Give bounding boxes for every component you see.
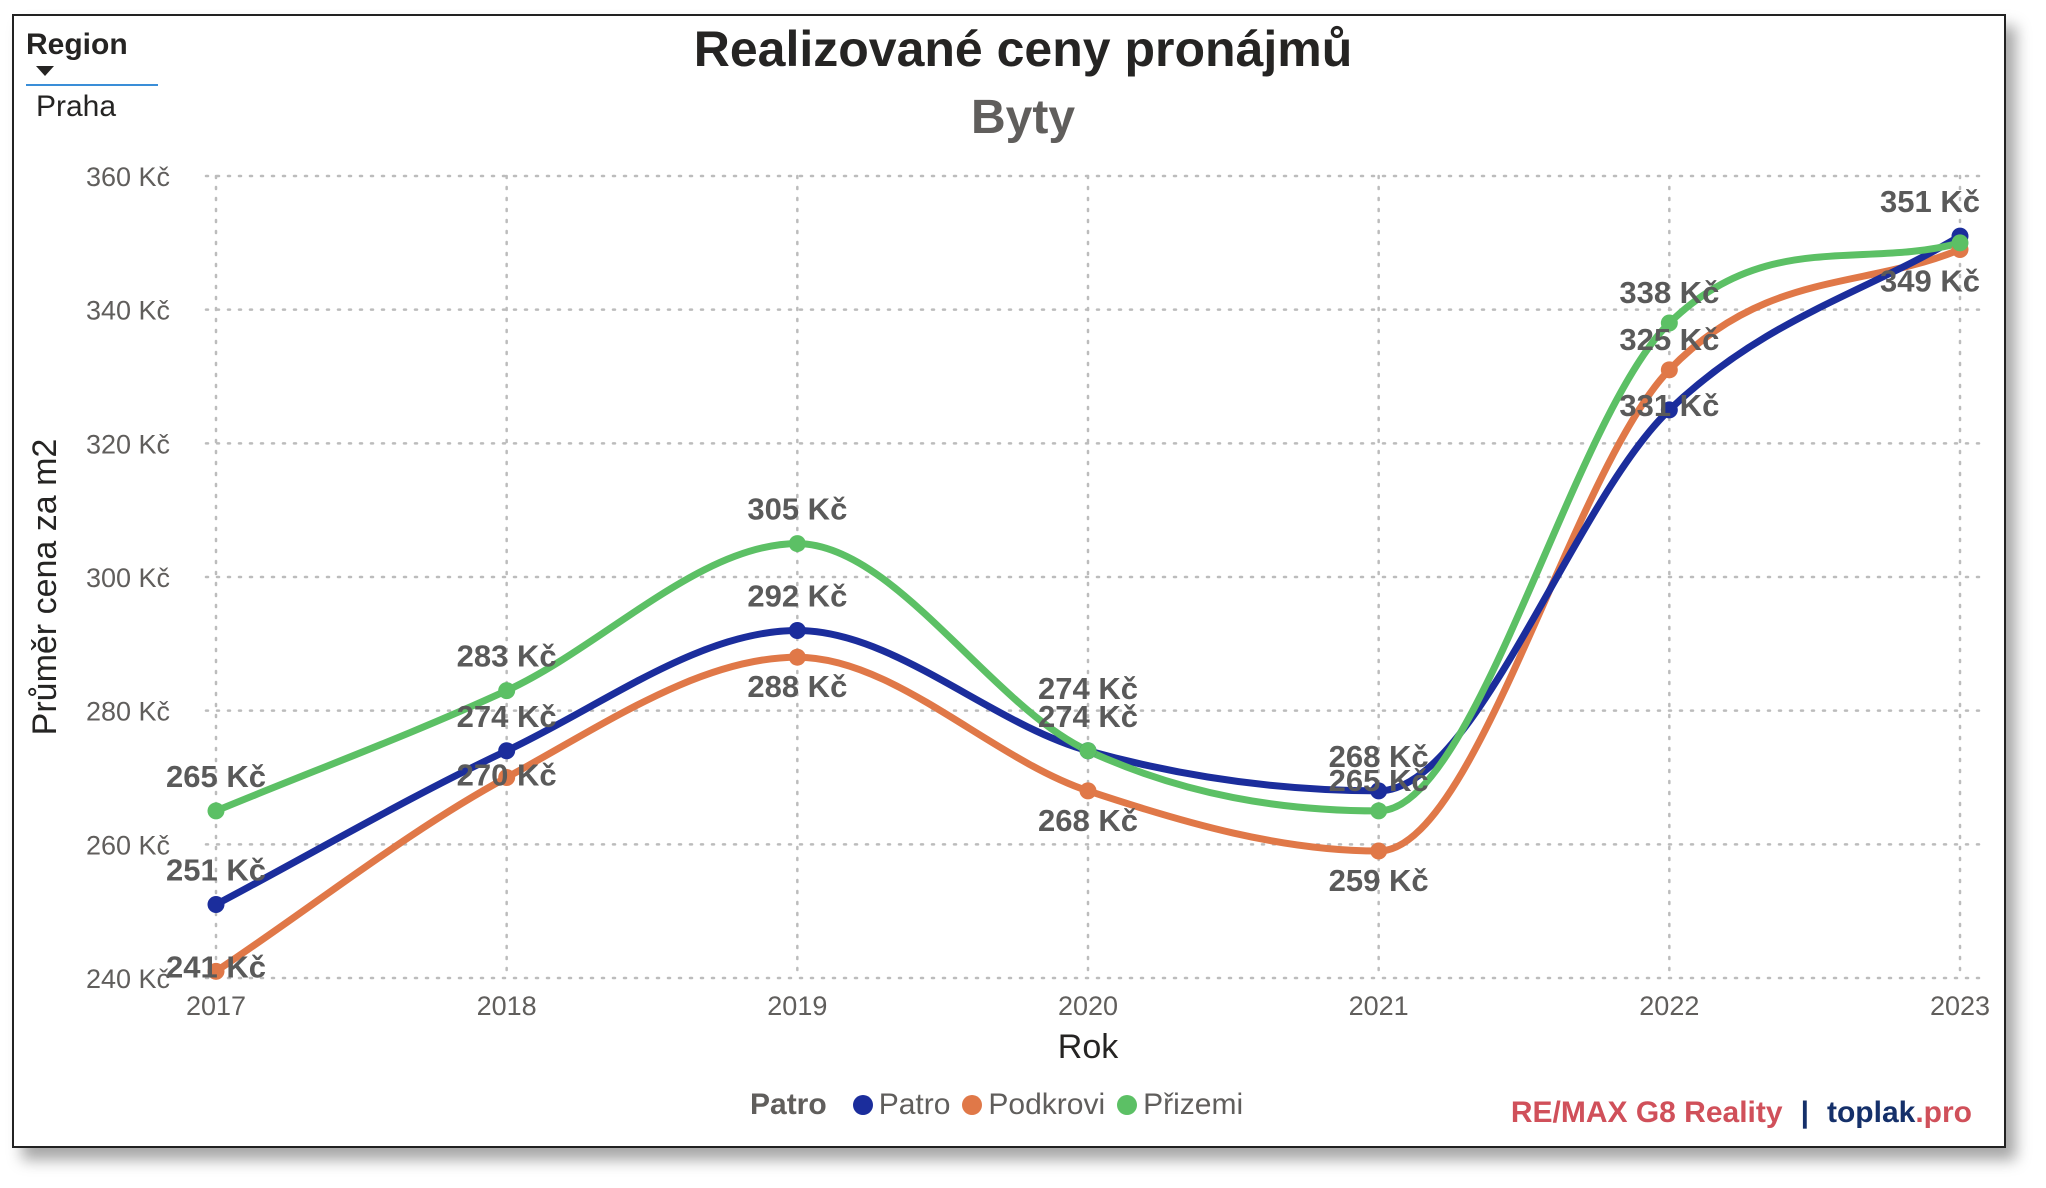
data-label-podkrovi: 268 Kč	[1038, 803, 1138, 838]
data-label-patro: 292 Kč	[747, 578, 847, 613]
data-point-prizemi	[788, 535, 806, 553]
brand-site-tld: .pro	[1915, 1096, 1972, 1129]
y-tick-label: 260 Kč	[86, 830, 170, 860]
data-point-podkrovi	[1079, 782, 1097, 800]
data-label-prizemi: 265 Kč	[166, 759, 266, 794]
data-point-prizemi	[207, 802, 225, 820]
data-label-podkrovi: 288 Kč	[747, 669, 847, 704]
data-point-prizemi	[1370, 802, 1388, 820]
region-slicer[interactable]: Region Praha	[26, 28, 158, 123]
data-label-patro: 251 Kč	[166, 852, 266, 887]
data-label-prizemi: 283 Kč	[457, 639, 557, 674]
data-label-patro: 274 Kč	[1038, 699, 1138, 734]
legend-title: Patro	[750, 1088, 827, 1121]
y-tick-label: 240 Kč	[86, 964, 170, 994]
slicer-value[interactable]: Praha	[36, 90, 117, 123]
data-point-patro	[1660, 401, 1678, 419]
data-label-patro: 274 Kč	[457, 699, 557, 734]
data-point-podkrovi	[207, 962, 225, 980]
y-tick-label: 320 Kč	[86, 429, 170, 459]
slicer-title: Region	[26, 28, 128, 61]
data-point-prizemi	[498, 682, 516, 700]
data-point-podkrovi	[498, 769, 516, 786]
data-label-patro: 268 Kč	[1329, 739, 1429, 774]
data-point-patro	[1370, 782, 1388, 800]
data-label-podkrovi: 270 Kč	[457, 758, 557, 793]
x-tick-label: 2022	[1639, 991, 1699, 1021]
y-tick-label: 360 Kč	[86, 162, 170, 192]
brand-footer: RE/MAX G8 Reality | toplak .pro	[1511, 1096, 1972, 1130]
brand-remax: RE/MAX G8 Reality	[1510, 1096, 1783, 1129]
x-tick-label: 2020	[1058, 991, 1118, 1021]
data-label-prizemi: 338 Kč	[1619, 275, 1719, 310]
y-axis-title: Průměr cena za m2	[26, 439, 64, 736]
x-tick-label: 2023	[1930, 991, 1990, 1021]
chevron-down-icon[interactable]	[36, 66, 54, 76]
legend-item-prizemi[interactable]: Přizemi	[1117, 1088, 1243, 1122]
data-point-patro	[207, 895, 225, 913]
data-label-prizemi: 305 Kč	[747, 492, 847, 527]
legend-label-patro: Patro	[878, 1088, 951, 1121]
legend-marker-patro	[852, 1095, 873, 1115]
y-tick-label: 300 Kč	[86, 563, 170, 593]
slicer-underline	[26, 84, 158, 86]
legend-marker-prizemi	[1117, 1095, 1138, 1115]
data-label-prizemi: 274 Kč	[1038, 671, 1138, 706]
x-tick-label: 2021	[1349, 991, 1409, 1021]
brand-separator: |	[1800, 1096, 1809, 1129]
data-label-prizemi: 265 Kč	[1329, 763, 1429, 798]
data-label-patro: 331 Kč	[1619, 388, 1719, 423]
legend-item-podkrovi[interactable]: Podkrovi	[962, 1088, 1105, 1122]
data-label-podkrovi: 259 Kč	[1329, 863, 1429, 898]
x-axis-title: Rok	[1058, 1028, 1119, 1066]
data-point-prizemi	[1660, 314, 1678, 332]
data-point-podkrovi	[1370, 842, 1388, 860]
x-tick-label: 2018	[477, 991, 537, 1021]
data-point-prizemi	[1079, 742, 1097, 760]
legend: Patro Patro Podkrovi Přizemi	[750, 1086, 1255, 1124]
chart-subtitle: Byty	[970, 91, 1076, 144]
data-label-patro: 351 Kč	[1880, 184, 1980, 219]
chart-card	[12, 14, 2006, 1148]
data-label-podkrovi: 241 Kč	[166, 949, 266, 984]
y-tick-label: 280 Kč	[86, 697, 170, 727]
legend-item-patro[interactable]: Patro	[852, 1088, 951, 1122]
legend-marker-podkrovi	[962, 1095, 983, 1115]
data-point-patro	[788, 621, 806, 639]
data-point-podkrovi	[788, 648, 806, 666]
legend-label-prizemi: Přizemi	[1143, 1088, 1244, 1121]
brand-site: toplak	[1826, 1096, 1916, 1129]
x-tick-label: 2017	[186, 991, 246, 1021]
data-point-patro	[498, 742, 516, 760]
data-label-podkrovi: 349 Kč	[1880, 264, 1980, 299]
x-tick-label: 2019	[767, 991, 827, 1021]
chart-title: Realizované ceny pronájmů	[693, 21, 1353, 77]
data-label-podkrovi: 325 Kč	[1619, 322, 1719, 357]
data-point-prizemi	[1951, 234, 1969, 252]
legend-label-podkrovi: Podkrovi	[988, 1088, 1106, 1121]
y-tick-label: 340 Kč	[86, 296, 170, 326]
data-point-podkrovi	[1660, 361, 1678, 379]
series-line-podkrovi	[212, 246, 1964, 975]
